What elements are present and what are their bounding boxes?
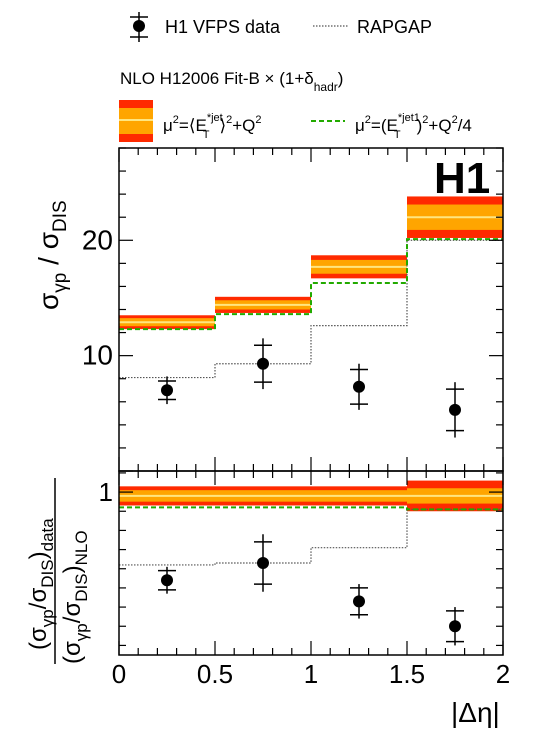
x-tick-label: 0.5: [197, 659, 233, 689]
x-axis-label: |Δη|: [451, 697, 500, 728]
bottom-panel: 1 0 0.5 1 1.5 2: [99, 470, 510, 689]
data-point: [449, 620, 461, 633]
x-tick-label: 0: [112, 659, 126, 689]
top-panel: 10 20: [82, 147, 504, 472]
top-ytick-label: 10: [82, 340, 113, 371]
x-tick-label: 1: [304, 659, 318, 689]
legend-band-label: μ2=⟨E*jet T ⟩2+Q2: [163, 112, 262, 141]
data-point: [161, 384, 173, 397]
legend-band-swatch: [119, 100, 153, 142]
x-tick-label: 1.5: [389, 659, 425, 689]
top-plot-area: [119, 196, 503, 379]
legend: H1 VFPS data RAPGAP NLO H12006 Fit-B × (…: [119, 12, 472, 142]
legend-nlo-title: NLO H12006 Fit-B × (1+δhadr): [120, 69, 343, 94]
top-ytick-label: 20: [82, 224, 113, 255]
nlo-dashed-step-line: [119, 238, 503, 331]
data-point: [257, 557, 269, 569]
h1-logo: H1: [434, 154, 490, 203]
legend-data-marker: [130, 12, 148, 42]
data-point: [353, 380, 365, 393]
top-ylabel: σγp / σDIS: [33, 200, 71, 310]
bottom-ylabel: (σγp/σDIS)data (σγp/σDIS)NLO: [25, 478, 91, 664]
bottom-ytick-label: 1: [99, 477, 113, 507]
bottom-plot-area: [119, 480, 503, 566]
legend-dashed-label: μ2=(E*jet1 T)2+Q2/4: [355, 112, 472, 141]
svg-text:(σγp/σDIS)data: (σγp/σDIS)data: [25, 518, 57, 650]
legend-rapgap-label: RAPGAP: [357, 17, 432, 37]
rapgap-step-line: [119, 508, 503, 566]
data-point: [449, 403, 461, 416]
x-tick-label: 2: [496, 659, 510, 689]
nlo-dashed-step-line: [119, 506, 503, 511]
data-point: [257, 357, 269, 370]
data-point: [161, 574, 173, 587]
svg-text:(σγp/σDIS)NLO: (σγp/σDIS)NLO: [59, 530, 91, 664]
data-point: [353, 595, 365, 608]
legend-data-label: H1 VFPS data: [165, 17, 281, 37]
